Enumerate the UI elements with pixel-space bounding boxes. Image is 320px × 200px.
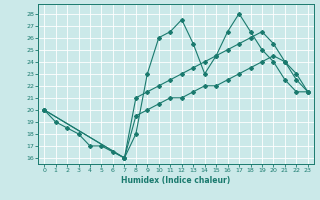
X-axis label: Humidex (Indice chaleur): Humidex (Indice chaleur) (121, 176, 231, 185)
